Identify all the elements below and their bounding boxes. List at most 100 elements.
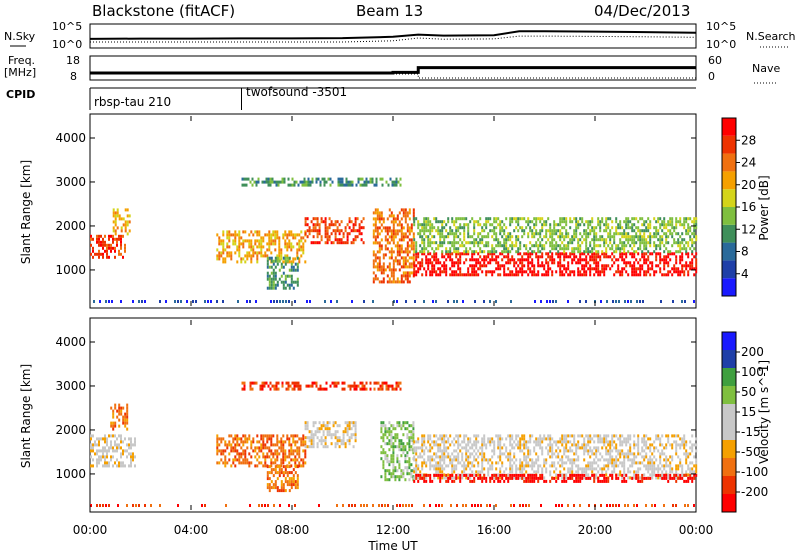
series-n-sky (89, 30, 697, 40)
velocity-ylabel: Slant Range [km] (19, 364, 33, 468)
colorbar-tick-label: 15 (741, 405, 756, 419)
power-y-ticks: 1000 2000 3000 4000 (55, 131, 696, 277)
colorbar-swatch (722, 153, 736, 172)
power-heatmap (90, 177, 698, 303)
nsky-label: N.Sky (4, 30, 36, 43)
series-n-search (90, 35, 697, 43)
scatter-region (216, 434, 307, 468)
noise-left-tick-top: 10^5 (52, 20, 82, 33)
scatter-region (413, 252, 698, 277)
colorbar-swatch (722, 224, 736, 243)
freq-left-tick-bottom: 8 (70, 70, 77, 83)
time-axis-ticks: 00:00 04:00 08:00 12:00 16:00 20:00 00:00 (73, 116, 714, 537)
scatter-region (90, 234, 126, 259)
colorbar-swatch (722, 422, 736, 440)
scatter-region (413, 434, 698, 480)
x-tick-label: 20:00 (578, 523, 613, 537)
colorbar-swatch (722, 368, 736, 386)
x-tick-label: 00:00 (679, 523, 714, 537)
colorbar-swatch (722, 458, 736, 476)
colorbar-swatch (722, 260, 736, 279)
power-panel-frame (89, 113, 697, 309)
colorbar-tick-label: 4 (741, 267, 749, 281)
series-freq- (90, 66, 696, 75)
near-range-strip (93, 300, 695, 303)
colorbar-tick-label: 28 (741, 133, 756, 147)
x-tick-label: 12:00 (376, 523, 411, 537)
colorbar-swatch (722, 332, 736, 350)
scatter-region (112, 208, 131, 236)
x-tick-label: 08:00 (275, 523, 310, 537)
colorbar-tick-label: -50 (741, 445, 761, 459)
colorbar-tick-label: 12 (741, 222, 756, 236)
colorbar-tick-label: -200 (741, 485, 768, 499)
date-title: 04/Dec/2013 (594, 2, 690, 20)
y-tick-label: 4000 (55, 131, 86, 145)
scatter-region (372, 208, 415, 284)
colorbar-tick-label: 16 (741, 200, 756, 214)
colorbar-tick-label: -15 (741, 425, 761, 439)
power-colorbar-ticks: 4 8 12 16 20 24 28 (736, 133, 756, 281)
colorbar-swatch (722, 278, 736, 296)
y-tick-label: 1000 (55, 263, 86, 277)
velocity-heatmap (90, 381, 698, 507)
colorbar-tick-label: -100 (741, 465, 768, 479)
colorbar-frame (721, 331, 737, 513)
colorbar-swatch (722, 494, 736, 512)
y-tick-label: 3000 (55, 379, 86, 393)
colorbar-swatch (722, 386, 736, 404)
y-tick-label: 2000 (55, 219, 86, 233)
freq-right-tick-bottom: 0 (708, 70, 715, 83)
freq-label: Freq. (8, 54, 35, 67)
power-colorbar-label: Power [dB] (757, 175, 771, 240)
scatter-region (266, 256, 299, 290)
velocity-y-ticks: 1000 2000 3000 4000 (55, 335, 696, 481)
scatter-region (304, 217, 365, 245)
y-tick-label: 4000 (55, 335, 86, 349)
cpid-name-2: twofsound -3501 (246, 85, 347, 99)
y-tick-label: 2000 (55, 423, 86, 437)
scatter-region (380, 421, 415, 482)
velocity-colorbar-ticks: -200 -100 -50 -15 15 50 100 200 (736, 345, 768, 499)
colorbar-tick-label: 8 (741, 245, 749, 259)
colorbar-swatch (722, 189, 736, 207)
velocity-colorbar (721, 331, 737, 513)
colorbar-swatch (722, 404, 736, 422)
colorbar-swatch (722, 171, 736, 190)
colorbar-swatch (722, 207, 736, 225)
y-tick-label: 1000 (55, 467, 86, 481)
noise-right-tick-top: 10^5 (706, 20, 736, 33)
velocity-panel-frame (89, 317, 697, 513)
colorbar-swatch (722, 242, 736, 261)
series-nave (90, 73, 696, 79)
nave-label: Nave (752, 62, 780, 75)
scatter-region (90, 434, 136, 468)
noise-left-tick-bottom: 10^0 (52, 38, 82, 51)
power-colorbar (721, 117, 737, 297)
freq-panel-plot (90, 66, 696, 79)
power-ylabel: Slant Range [km] (19, 160, 33, 264)
time-axis-label: Time UT (367, 539, 418, 553)
colorbar-swatch (722, 440, 736, 458)
beam-title: Beam 13 (356, 2, 423, 20)
cpid-label: CPID (6, 88, 35, 101)
colorbar-tick-label: 24 (741, 156, 756, 170)
scatter-region (413, 217, 698, 254)
colorbar-swatch (722, 135, 736, 154)
cpid-name-1: rbsp-tau 210 (94, 95, 171, 109)
scatter-region (110, 403, 129, 431)
freq-unit: [MHz] (4, 66, 36, 79)
station-title: Blackstone (fitACF) (92, 2, 235, 20)
x-tick-label: 00:00 (73, 523, 108, 537)
scatter-region (304, 421, 357, 449)
nsearch-label: N.Search (746, 30, 796, 43)
scatter-region (216, 230, 307, 264)
colorbar-tick-label: 20 (741, 178, 756, 192)
x-tick-label: 16:00 (477, 523, 512, 537)
scatter-region (241, 177, 402, 187)
freq-right-tick-top: 60 (708, 54, 722, 67)
near-range-strip (90, 504, 695, 507)
colorbar-swatch (722, 118, 736, 136)
x-tick-label: 04:00 (174, 523, 209, 537)
